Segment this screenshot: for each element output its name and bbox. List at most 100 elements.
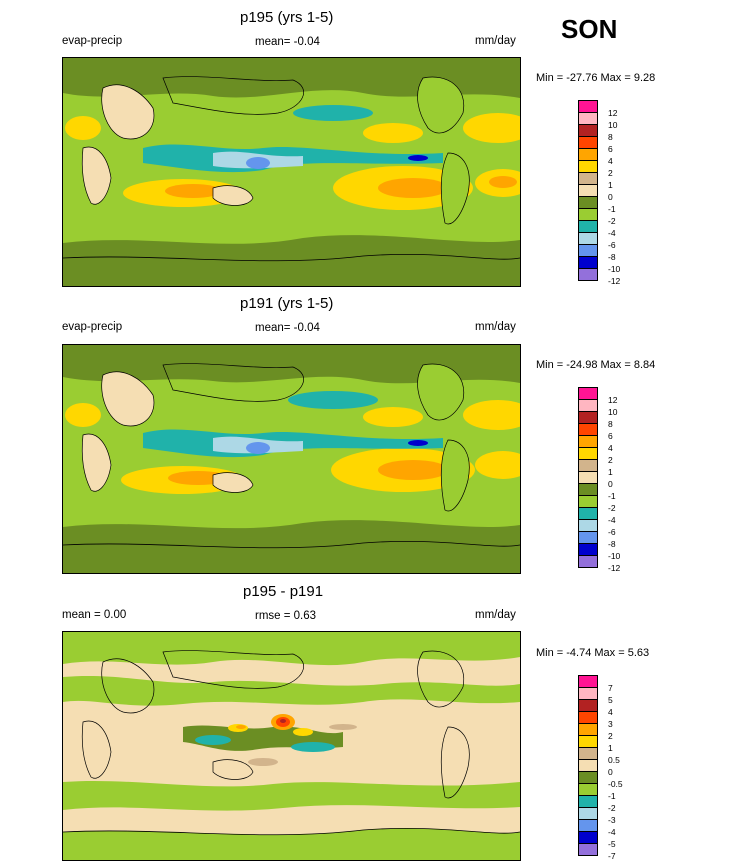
legend-tick: 0 (608, 767, 613, 777)
legend-tick: 10 (608, 120, 618, 130)
legend-swatch (578, 807, 598, 819)
rmse-label: rmse = 0.63 (255, 610, 317, 622)
legend-tick: 10 (608, 407, 618, 417)
legend-tick: 1 (608, 743, 613, 753)
legend-swatch (578, 208, 598, 220)
legend-tick: 6 (608, 144, 613, 154)
legend-swatch (578, 256, 598, 268)
legend-swatch (578, 136, 598, 148)
legend-tick: 8 (608, 419, 613, 429)
legend-tick: -2 (608, 216, 616, 226)
legend-tick: -7 (608, 851, 616, 861)
legend-tick: -2 (608, 803, 616, 813)
legend-tick: 6 (608, 431, 613, 441)
minmax-label: Min = -4.74 Max = 5.63 (536, 647, 650, 659)
legend-swatch (578, 423, 598, 435)
map-plot (62, 344, 521, 574)
legend-tick: -8 (608, 539, 616, 549)
legend-swatch (578, 244, 598, 256)
legend-swatch (578, 232, 598, 244)
legend-tick: 1 (608, 467, 613, 477)
legend-tick: 0 (608, 479, 613, 489)
variable-label: evap-precip (62, 321, 123, 333)
minmax-label: Min = -24.98 Max = 8.84 (536, 359, 656, 371)
legend-swatch (578, 843, 598, 856)
legend-swatch (578, 543, 598, 555)
color-legend (578, 675, 598, 856)
legend-tick: -12 (608, 563, 621, 573)
legend-tick: -6 (608, 240, 616, 250)
legend-swatch (578, 723, 598, 735)
season-label: SON (561, 14, 618, 44)
mean-label: mean= -0.04 (255, 322, 320, 334)
legend-tick: 2 (608, 455, 613, 465)
legend-tick: 2 (608, 731, 613, 741)
variable-label: evap-precip (62, 35, 123, 47)
legend-tick: -1 (608, 204, 616, 214)
units-label: mm/day (475, 321, 516, 333)
legend-tick: -3 (608, 815, 616, 825)
legend-swatch (578, 531, 598, 543)
legend-swatch (578, 268, 598, 281)
panel-title: p191 (yrs 1-5) (240, 295, 334, 312)
minmax-label: Min = -27.76 Max = 9.28 (536, 72, 656, 84)
legend-swatch (578, 447, 598, 459)
map-plot (62, 57, 521, 287)
legend-tick: -0.5 (608, 779, 623, 789)
panel-title: p195 (yrs 1-5) (240, 9, 334, 26)
legend-swatch (578, 771, 598, 783)
legend-tick: 4 (608, 707, 613, 717)
legend-swatch (578, 819, 598, 831)
legend-swatch (578, 172, 598, 184)
panel-title: p195 - p191 (243, 583, 324, 600)
legend-tick: -4 (608, 228, 616, 238)
legend-swatch (578, 411, 598, 423)
legend-tick: -8 (608, 252, 616, 262)
legend-swatch (578, 435, 598, 447)
legend-tick: 4 (608, 443, 613, 453)
legend-swatch (578, 160, 598, 172)
legend-tick: 2 (608, 168, 613, 178)
legend-tick: -10 (608, 551, 621, 561)
legend-swatch (578, 783, 598, 795)
legend-tick: -4 (608, 827, 616, 837)
legend-tick: -4 (608, 515, 616, 525)
legend-tick: 1 (608, 180, 613, 190)
legend-tick: 12 (608, 108, 618, 118)
color-legend (578, 387, 598, 568)
legend-swatch (578, 196, 598, 208)
legend-swatch (578, 699, 598, 711)
legend-swatch (578, 459, 598, 471)
legend-tick: 0 (608, 192, 613, 202)
legend-swatch (578, 148, 598, 160)
units-label: mm/day (475, 35, 516, 47)
legend-swatch (578, 687, 598, 699)
legend-swatch (578, 507, 598, 519)
legend-swatch (578, 124, 598, 136)
legend-swatch (578, 555, 598, 568)
legend-tick: 0.5 (608, 755, 620, 765)
legend-swatch (578, 795, 598, 807)
legend-tick: -10 (608, 264, 621, 274)
legend-tick: -1 (608, 791, 616, 801)
legend-tick: -5 (608, 839, 616, 849)
legend-swatch (578, 483, 598, 495)
legend-tick: 5 (608, 695, 613, 705)
mean-label: mean= -0.04 (255, 36, 320, 48)
legend-tick: -1 (608, 491, 616, 501)
legend-tick: -12 (608, 276, 621, 286)
mean-label: mean = 0.00 (62, 609, 127, 621)
legend-swatch (578, 112, 598, 124)
legend-swatch (578, 100, 598, 112)
legend-swatch (578, 387, 598, 399)
legend-swatch (578, 220, 598, 232)
units-label: mm/day (475, 609, 516, 621)
legend-swatch (578, 399, 598, 411)
legend-tick: 7 (608, 683, 613, 693)
legend-swatch (578, 747, 598, 759)
legend-swatch (578, 735, 598, 747)
legend-swatch (578, 675, 598, 687)
legend-swatch (578, 495, 598, 507)
legend-tick: 4 (608, 156, 613, 166)
legend-swatch (578, 711, 598, 723)
